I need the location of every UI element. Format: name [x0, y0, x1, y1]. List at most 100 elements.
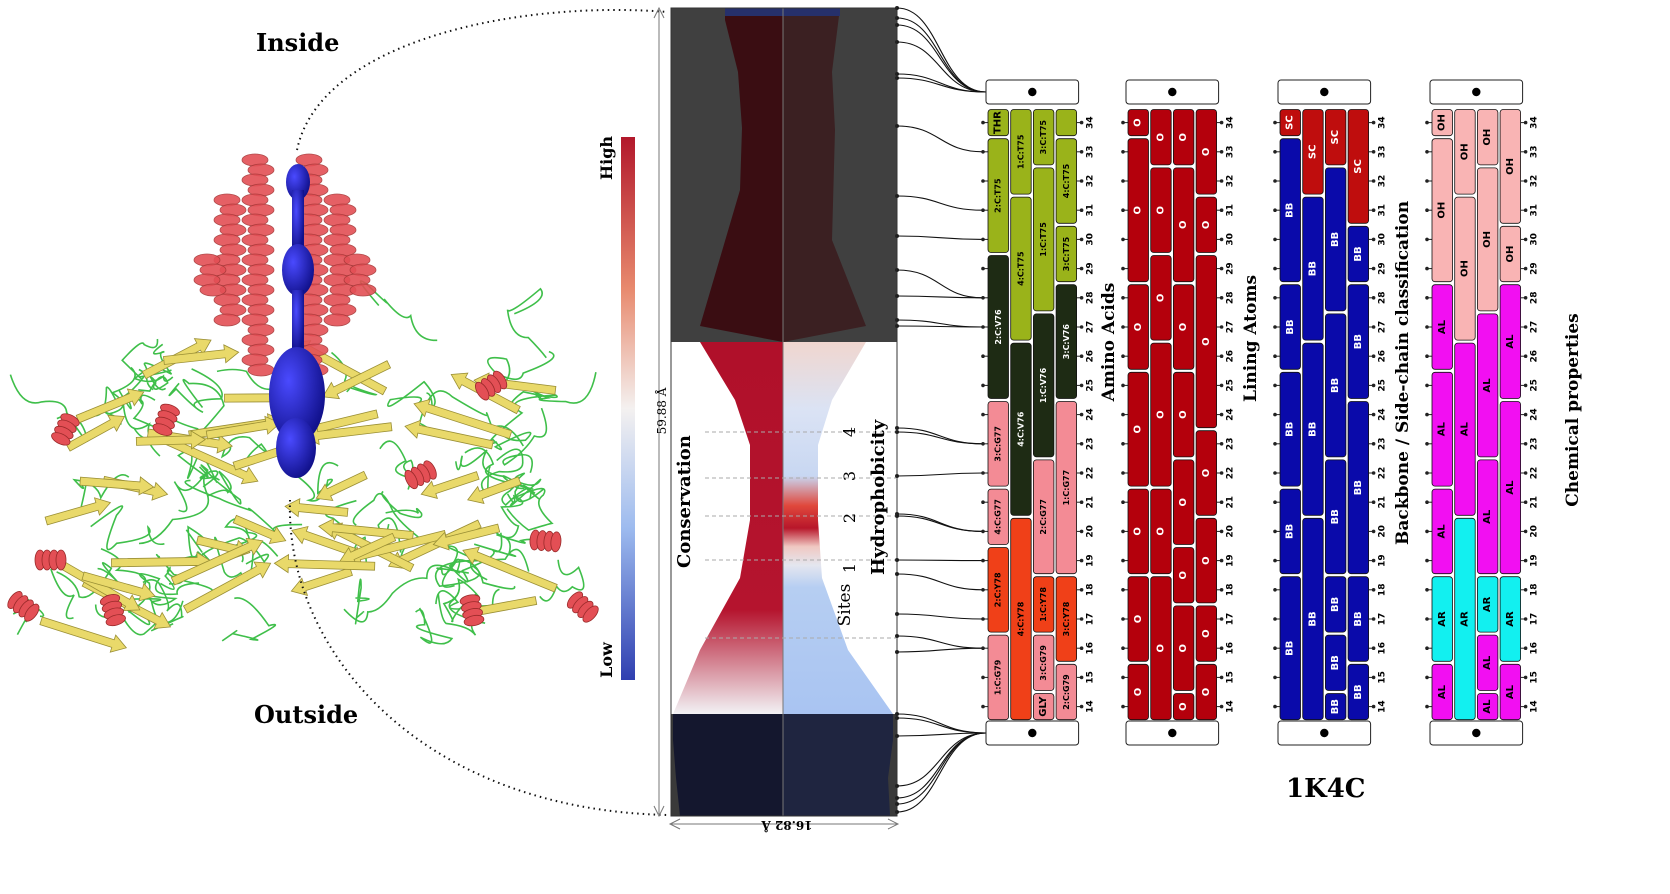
- segment-label: BB: [1330, 509, 1341, 524]
- beta-arrow: [162, 435, 259, 485]
- segment: BB: [1347, 284, 1369, 399]
- segment-box: [1033, 459, 1055, 575]
- segment-label: BB: [1330, 699, 1341, 714]
- segment: SC: [1325, 109, 1347, 166]
- connector-line: [896, 717, 987, 734]
- residue-number: 19: [1378, 554, 1388, 567]
- residue-number: 25: [1226, 379, 1236, 392]
- segment: 3:C:T75: [1033, 109, 1055, 166]
- loop-strand: [138, 470, 219, 545]
- residue-number: 15: [1378, 671, 1388, 684]
- segment-box: [1454, 342, 1476, 516]
- loop-strand: [354, 578, 370, 625]
- segment-label: 4:C:T75: [1016, 251, 1025, 286]
- segment: O: [1127, 576, 1149, 662]
- residue-number: 28: [1086, 292, 1096, 305]
- segment-label: O: [1133, 118, 1144, 127]
- helix-turn: [463, 614, 485, 627]
- dotted-connector-top: [296, 9, 669, 151]
- segment: OH: [1431, 138, 1453, 283]
- beta-arrow: [44, 497, 112, 526]
- segment-box: [1499, 225, 1521, 283]
- segment-box: [987, 634, 1009, 721]
- residue-number: 32: [1530, 175, 1540, 188]
- residue-number: 24: [1378, 408, 1388, 421]
- beta-arrow: [284, 497, 349, 518]
- beta-sheet: [81, 571, 156, 602]
- width-arrow-left: [668, 818, 681, 830]
- segment-box: [1033, 634, 1055, 691]
- segment-box: [1055, 138, 1077, 224]
- segment: BB: [1279, 371, 1301, 487]
- segment-label: BB: [1285, 524, 1296, 539]
- segment-label: BB: [1353, 684, 1364, 699]
- helix-turn: [24, 603, 40, 622]
- segment-label: OH: [1437, 114, 1448, 131]
- segment-box: [1033, 109, 1055, 166]
- segment: O: [1195, 196, 1217, 253]
- segment-box: [987, 255, 1009, 399]
- segment-label: AL: [1482, 378, 1493, 393]
- segment-label: AL: [1437, 524, 1448, 539]
- outside-label: Outside: [254, 700, 359, 729]
- segment: BB: [1279, 488, 1301, 575]
- segment: 2:C:T75: [987, 138, 1009, 253]
- residue-number: 28: [1530, 292, 1540, 305]
- channel-profile-panel: [653, 6, 900, 830]
- segment-box: [1127, 663, 1149, 721]
- segment-label: O: [1201, 148, 1212, 157]
- segment-label: 2:C:T75: [994, 178, 1003, 213]
- beta-arrow: [232, 514, 287, 545]
- segment-label: SC: [1353, 159, 1364, 174]
- connector-line: [896, 647, 984, 653]
- beta-sheet: [284, 497, 349, 518]
- residue-number: 26: [1226, 350, 1236, 363]
- segment-label: 1:C:T75: [1016, 134, 1025, 169]
- small-helix: [475, 370, 508, 401]
- residue-number: 20: [1226, 525, 1236, 538]
- segment-box: [1055, 576, 1077, 662]
- amino-acids-panel: 34 33 32 31 30 29 28 27 26 25 24 23 22 21 20 19 18 17 16 15…: [981, 79, 1096, 746]
- segment-label: OH: [1459, 260, 1470, 277]
- segment-label: BB: [1307, 422, 1318, 437]
- segment-label: BB: [1285, 422, 1296, 437]
- segment-label: BB: [1353, 334, 1364, 349]
- segment: AR: [1499, 576, 1521, 662]
- segment: O: [1195, 430, 1217, 516]
- segment: BB: [1325, 693, 1347, 721]
- segment: 4:C:V76: [1010, 342, 1032, 516]
- beta-sheet: [290, 567, 353, 596]
- segment-box: [1010, 517, 1032, 721]
- segment-box: [1195, 109, 1217, 195]
- beta-arrow: [75, 388, 145, 424]
- residue-number: 14: [1530, 700, 1540, 713]
- segment-box: [1173, 284, 1195, 370]
- residue-number: 27: [1226, 321, 1236, 334]
- segment-box: [1195, 663, 1217, 721]
- beta-arrow: [467, 476, 522, 504]
- segment-box: [1195, 517, 1217, 604]
- segment-label: O: [1155, 133, 1166, 142]
- segment-label: AR: [1505, 611, 1516, 627]
- residue-number: 31: [1086, 204, 1096, 217]
- segment: O: [1173, 547, 1195, 604]
- residue-number: 18: [1530, 584, 1540, 597]
- connector-line: [896, 732, 987, 813]
- residue-number: 20: [1530, 525, 1540, 538]
- residue-number: 33: [1530, 146, 1540, 159]
- beta-arrow: [170, 537, 264, 586]
- residue-number: 19: [1086, 554, 1096, 567]
- residue-number: 18: [1086, 584, 1096, 597]
- segment-box: [1150, 488, 1172, 575]
- segment-label: O: [1201, 629, 1212, 638]
- beta-arrow: [81, 571, 156, 602]
- beta-arrow: [39, 616, 128, 653]
- pore-blob: [292, 190, 304, 250]
- segment-label: O: [1133, 206, 1144, 215]
- residue-number: 30: [1530, 233, 1540, 246]
- lower-hydrophobicity-tunnel: [783, 714, 893, 816]
- connector-line: [896, 573, 984, 591]
- segment-box: [1431, 138, 1453, 283]
- segment-box: [1127, 138, 1149, 283]
- segment: BB: [1347, 576, 1369, 662]
